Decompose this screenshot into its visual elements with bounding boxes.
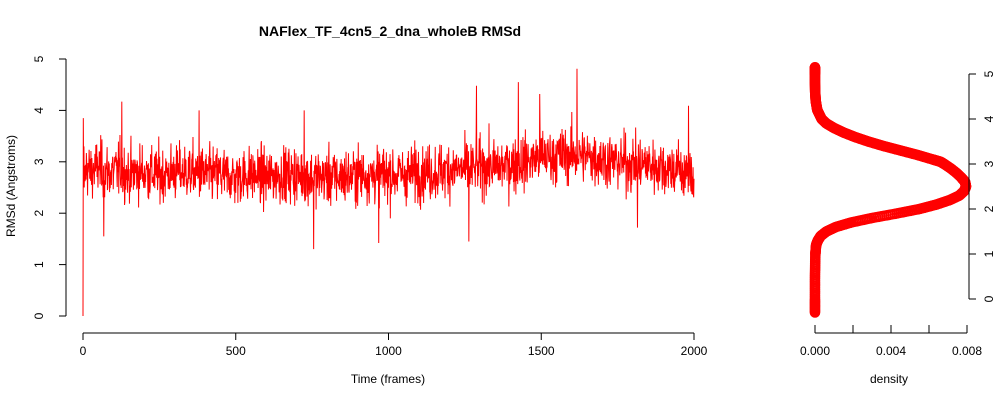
density-y-tick-label: 4 — [982, 115, 996, 122]
x-tick-label: 1000 — [375, 344, 402, 358]
x-axis-label: Time (frames) — [351, 372, 425, 386]
density-x-axis: 0.000 0.004 0.008 — [800, 325, 982, 358]
x-tick-label: 1500 — [528, 344, 555, 358]
density-x-tick-label: 0.004 — [876, 344, 906, 358]
y-tick-label: 5 — [32, 55, 46, 62]
y-axis-label: RMSd (Angstroms) — [4, 135, 18, 237]
density-point — [809, 61, 821, 73]
density-y-tick-label: 1 — [982, 250, 996, 257]
rmsd-time-plot: 0 500 1000 1500 2000 0 1 2 3 4 5 Time (frames) RM… — [4, 55, 708, 386]
density-x-tick-label: 0.000 — [800, 344, 830, 358]
density-y-tick-label: 0 — [982, 295, 996, 302]
rmsd-series — [82, 68, 695, 317]
y-tick-label: 1 — [32, 261, 46, 268]
density-y-axis: 0 1 2 3 4 5 — [968, 70, 996, 302]
density-y-tick-label: 5 — [982, 70, 996, 77]
x-axis: 0 500 1000 1500 2000 — [80, 332, 708, 358]
chart-title: NAFlex_TF_4cn5_2_dna_wholeB RMSd — [259, 23, 521, 39]
density-x-tick-label: 0.008 — [952, 344, 982, 358]
density-plot: 0.000 0.004 0.008 0 1 2 3 4 5 density — [800, 61, 996, 386]
y-tick-label: 3 — [32, 158, 46, 165]
density-y-tick-label: 2 — [982, 205, 996, 212]
density-x-axis-label: density — [870, 372, 908, 386]
y-axis: 0 1 2 3 4 5 — [32, 55, 67, 319]
y-tick-label: 4 — [32, 107, 46, 114]
x-tick-label: 0 — [80, 344, 87, 358]
y-tick-label: 0 — [32, 312, 46, 319]
x-tick-label: 2000 — [681, 344, 708, 358]
rmsd-line — [82, 68, 695, 317]
density-series — [809, 61, 972, 318]
x-tick-label: 500 — [226, 344, 246, 358]
density-y-tick-label: 3 — [982, 160, 996, 167]
y-tick-label: 2 — [32, 210, 46, 217]
